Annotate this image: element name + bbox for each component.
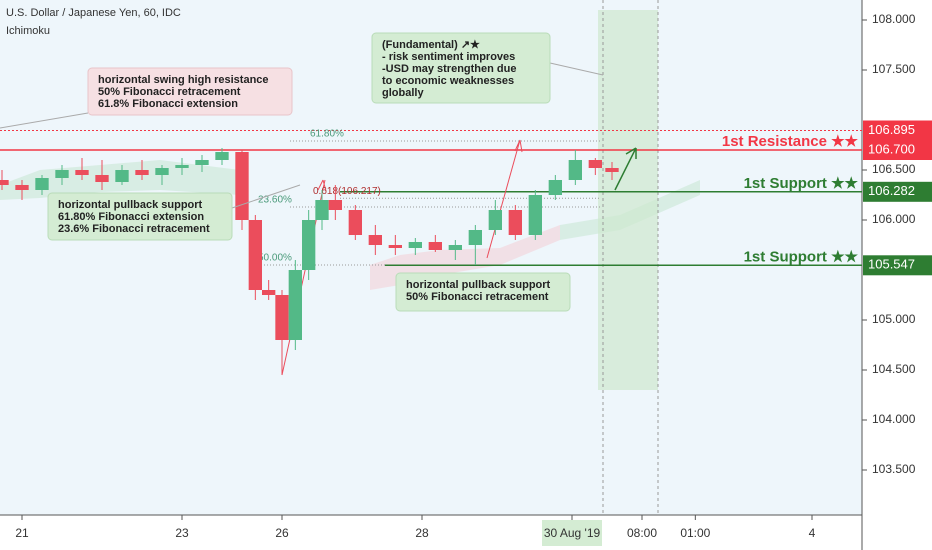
- fib-label: 50.00%: [258, 253, 292, 264]
- x-tick-label: 08:00: [627, 526, 657, 540]
- fib-label: 23.60%: [258, 195, 292, 206]
- x-tick-label: 4: [809, 526, 816, 540]
- price-box: [863, 120, 932, 141]
- annotation-text: -USD may strengthen due: [382, 63, 516, 75]
- y-tick-label: 104.000: [872, 412, 916, 426]
- candle-body: [488, 210, 502, 230]
- callout-pointer: [549, 62, 604, 76]
- candle-body: [235, 152, 249, 220]
- annotation-text: globally: [382, 87, 424, 99]
- candle-body: [348, 210, 362, 235]
- candle-body: [0, 180, 9, 185]
- time-zone: [598, 10, 658, 390]
- annotation-text: 50% Fibonacci retracement: [406, 291, 549, 303]
- candle-body: [155, 168, 169, 175]
- y-tick-label: 105.000: [872, 312, 916, 326]
- candle-body: [75, 170, 89, 175]
- annotation-text: (Fundamental) ↗★: [382, 39, 480, 51]
- annotation-text: 50% Fibonacci retracement: [98, 86, 241, 98]
- candle-body: [35, 178, 49, 190]
- candle-body: [428, 242, 442, 250]
- level-name: 1st Support ★★: [744, 248, 859, 265]
- y-tick-label: 107.500: [872, 62, 916, 76]
- candle-body: [175, 165, 189, 168]
- annotation-box: [395, 272, 571, 312]
- candle-body: [328, 200, 342, 210]
- candle-body: [408, 242, 422, 248]
- price-label: 106.282: [868, 183, 915, 198]
- candle-body: [508, 210, 522, 235]
- price-box: [863, 255, 932, 276]
- y-tick-label: 104.500: [872, 362, 916, 376]
- x-axis-bg: [0, 515, 862, 550]
- annotation-box: [371, 32, 551, 104]
- y-tick-label: 106.000: [872, 212, 916, 226]
- x-tick-label: 30 Aug '19: [544, 526, 601, 540]
- projection-arrow: [486, 139, 523, 259]
- x-tick-label: 21: [15, 526, 29, 540]
- x-tick-label: 28: [415, 526, 429, 540]
- annotation-text: horizontal pullback support: [58, 199, 203, 211]
- annotation-text: horizontal pullback support: [406, 279, 551, 291]
- annotation-text: 61.8% Fibonacci extension: [98, 98, 238, 110]
- callout-pointer: [231, 184, 301, 209]
- y-tick-label: 103.500: [872, 462, 916, 476]
- annotation-text: 23.6% Fibonacci retracement: [58, 223, 210, 235]
- chart-title: U.S. Dollar / Japanese Yen, 60, IDC: [6, 7, 181, 19]
- candle-body: [15, 185, 29, 190]
- y-tick-label: 108.000: [872, 12, 916, 26]
- ichimoku-cloud: [560, 180, 700, 240]
- candle-body: [568, 160, 582, 180]
- candle-body: [195, 160, 209, 165]
- x-tick-label: 26: [275, 526, 289, 540]
- date-highlight: [542, 520, 602, 546]
- candle-body: [275, 295, 289, 340]
- price-label: 106.895: [868, 122, 915, 137]
- fib-label: 0.618(106.217): [313, 186, 381, 197]
- annotation-text: 61.80% Fibonacci extension: [58, 211, 204, 223]
- candle-body: [215, 152, 229, 160]
- candle-body: [548, 180, 562, 195]
- projection-arrow: [614, 147, 637, 191]
- annotation-text: horizontal swing high resistance: [98, 74, 269, 86]
- candle-body: [315, 200, 329, 220]
- candle-body: [95, 175, 109, 182]
- annotation-text: to economic weaknesses: [382, 75, 514, 87]
- candle-body: [135, 170, 149, 175]
- candle-body: [262, 290, 276, 295]
- candle-body: [55, 170, 69, 178]
- y-tick-label: 106.500: [872, 162, 916, 176]
- indicator-label: Ichimoku: [6, 25, 50, 37]
- x-tick-label: 23: [175, 526, 189, 540]
- candle-body: [528, 195, 542, 235]
- price-box: [863, 181, 932, 202]
- candle-body: [288, 270, 302, 340]
- candle-body: [588, 160, 602, 168]
- callout-pointer: [0, 112, 89, 129]
- price-label: 105.547: [868, 257, 915, 272]
- annotation-box: [87, 67, 293, 116]
- candle-body: [468, 230, 482, 245]
- fib-label: 61.80%: [310, 129, 344, 140]
- annotation-box: [47, 192, 233, 241]
- candle-body: [605, 168, 619, 172]
- level-name: 1st Support ★★: [744, 175, 859, 192]
- candle-body: [448, 245, 462, 250]
- candle-body: [248, 220, 262, 290]
- price-box: [863, 140, 932, 160]
- candle-body: [115, 170, 129, 182]
- candle-body: [368, 235, 382, 245]
- annotation-text: - risk sentiment improves: [382, 51, 515, 63]
- x-tick-label: 01:00: [680, 526, 710, 540]
- price-label: 106.700: [868, 141, 915, 156]
- level-name: 1st Resistance ★★: [722, 133, 859, 150]
- candle-body: [388, 245, 402, 248]
- candle-body: [302, 220, 316, 270]
